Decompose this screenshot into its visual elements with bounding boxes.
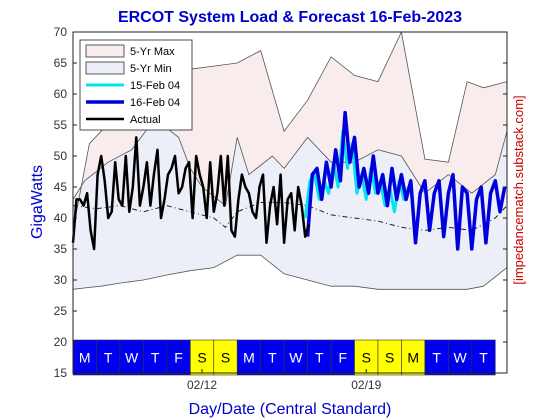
x-tick-label: 02/12 (187, 378, 217, 392)
legend-entry: 5-Yr Min (130, 63, 172, 75)
min-band-fill (73, 118, 507, 290)
x-tick-label: 02/19 (351, 378, 381, 392)
y-tick-label: 60 (54, 87, 68, 101)
day-label: T (479, 350, 488, 366)
chart-title: ERCOT System Load & Forecast 16-Feb-2023 (118, 9, 462, 26)
axes-frame (72, 31, 508, 374)
day-label: T (315, 350, 324, 366)
legend-entry: 16-Feb 04 (130, 97, 180, 109)
series-actual (71, 136, 311, 251)
legend-swatch (85, 44, 125, 58)
plot-area: M T W T F S S M T W T F S S M T W T1520253035404550556065… (54, 25, 508, 392)
day-label: S (221, 350, 230, 366)
y-tick-label: 25 (54, 304, 68, 318)
day-label: M (243, 350, 255, 366)
day-label: W (289, 350, 303, 366)
day-label: S (385, 350, 394, 366)
day-label: T (432, 350, 441, 366)
day-cell (471, 339, 496, 376)
day-label: M (407, 350, 419, 366)
y-tick-label: 30 (54, 273, 68, 287)
y-tick-label: 45 (54, 180, 68, 194)
series-5yr-min-edge (72, 254, 508, 290)
y-tick-label: 55 (54, 118, 68, 132)
legend: 5-Yr Max 5-Yr Min 15-Feb 04 16-Feb 04 Actual (79, 39, 193, 131)
day-label: T (151, 350, 160, 366)
series-16-feb-forecast (305, 110, 507, 251)
watermark-label: [impedancematch.substack.com] (511, 95, 526, 284)
series-average (72, 202, 508, 231)
day-label: F (339, 350, 348, 366)
day-label: F (174, 350, 183, 366)
x-axis-label: Day/Date (Central Standard) (189, 401, 392, 418)
y-tick-label: 70 (54, 25, 68, 39)
legend-swatch (85, 61, 125, 75)
y-tick-label: 35 (54, 242, 68, 256)
y-tick-label: 50 (54, 149, 68, 163)
legend-entry: Actual (130, 114, 161, 126)
day-label: W (453, 350, 467, 366)
y-tick-label: 20 (54, 335, 68, 349)
y-tick-label: 15 (54, 366, 68, 380)
legend-entry: 5-Yr Max (130, 46, 175, 58)
y-tick-label: 40 (54, 211, 68, 225)
day-label: S (362, 350, 371, 366)
day-label: W (125, 350, 139, 366)
day-label: T (104, 350, 113, 366)
y-axis-label: GigaWatts (29, 165, 46, 239)
day-label: T (268, 350, 277, 366)
day-label: S (197, 350, 206, 366)
day-label: M (79, 350, 91, 366)
legend-entry: 15-Feb 04 (130, 80, 180, 92)
y-tick-label: 65 (54, 56, 68, 70)
